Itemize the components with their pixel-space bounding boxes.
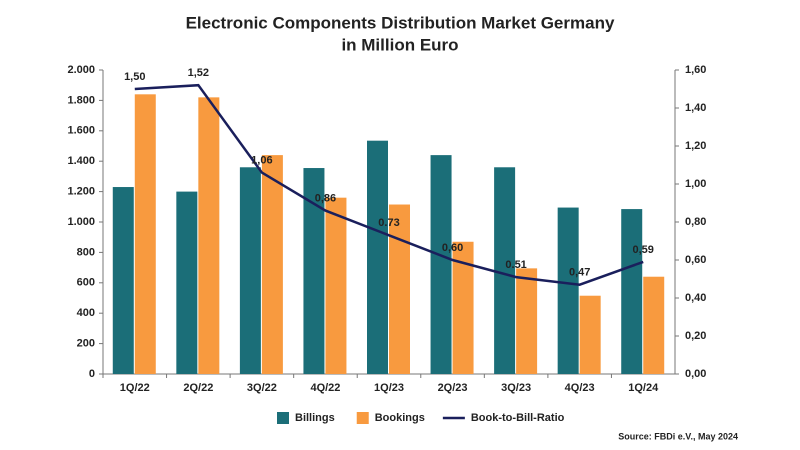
- legend-swatch: [356, 412, 369, 424]
- bar: [494, 167, 516, 374]
- bar: [303, 168, 325, 374]
- y2-tick-label: 0,40: [685, 292, 706, 304]
- data-label: 0.73: [378, 217, 399, 229]
- x-tick-label: 2Q/23: [438, 382, 468, 394]
- x-tick-label: 3Q/23: [501, 382, 531, 394]
- data-label: 0,60: [442, 242, 463, 254]
- bar: [621, 209, 643, 374]
- bar: [261, 155, 283, 374]
- data-label: 1,50: [124, 71, 145, 83]
- x-tick-label: 4Q/22: [310, 382, 340, 394]
- legend-swatch: [277, 412, 289, 424]
- y2-tick-label: 1,40: [685, 102, 706, 114]
- ratio-line: [134, 83, 644, 286]
- y2-tick-label: 0,20: [685, 330, 706, 342]
- x-tick-label: 1Q/22: [120, 382, 150, 394]
- y2-tick-label: 1,60: [685, 64, 706, 76]
- bar: [198, 97, 220, 375]
- data-label: 1,06: [251, 155, 272, 167]
- y-tick-label: 200: [77, 338, 95, 350]
- y-tick-label: 2.000: [67, 64, 95, 76]
- y-tick-label: 400: [77, 307, 95, 319]
- y-tick-label: 800: [77, 246, 95, 258]
- legend-label: Book-to-Bill-Ratio: [471, 412, 565, 424]
- bar: [452, 241, 474, 374]
- bar: [325, 197, 347, 374]
- bar: [516, 268, 538, 374]
- bar: [579, 295, 601, 374]
- bar: [112, 187, 134, 374]
- y-tick-label: 1.400: [67, 155, 95, 167]
- data-label: 0,59: [633, 244, 654, 256]
- y-tick-label: 1.800: [67, 94, 95, 106]
- bar: [643, 276, 665, 374]
- legend-label: Bookings: [375, 412, 425, 424]
- x-tick-label: 1Q/23: [374, 382, 404, 394]
- chart-title: Electronic Components Distribution Marke…: [186, 13, 615, 32]
- y2-tick-label: 0,60: [685, 254, 706, 266]
- data-label: 0,47: [569, 267, 590, 279]
- y2-tick-label: 0,80: [685, 216, 706, 228]
- bar: [557, 207, 579, 374]
- bar: [176, 191, 198, 374]
- x-tick-label: 4Q/23: [565, 382, 595, 394]
- data-label: 0.51: [505, 259, 526, 271]
- bar: [389, 204, 410, 374]
- y2-tick-label: 1,20: [685, 140, 706, 152]
- chart-title: in Million Euro: [341, 35, 458, 54]
- bar: [239, 167, 261, 374]
- x-tick-label: 2Q/22: [183, 382, 213, 394]
- y2-tick-label: 0,00: [685, 368, 706, 380]
- bar: [367, 140, 388, 374]
- y-tick-label: 1.200: [67, 186, 95, 198]
- y-tick-label: 600: [77, 277, 95, 289]
- source-note: Source: FBDi e.V., May 2024: [618, 431, 738, 441]
- x-tick-label: 1Q/24: [628, 382, 659, 394]
- y-tick-label: 1.000: [67, 216, 95, 228]
- x-tick-label: 3Q/22: [247, 382, 277, 394]
- y-tick-label: 0: [89, 368, 95, 380]
- data-label: 1,52: [188, 67, 209, 79]
- legend-label: Billings: [295, 412, 335, 424]
- bar: [134, 94, 156, 374]
- y-tick-label: 1.600: [67, 125, 95, 137]
- bar: [430, 155, 452, 374]
- y2-tick-label: 1,00: [685, 178, 706, 190]
- data-label: 0,86: [315, 193, 336, 205]
